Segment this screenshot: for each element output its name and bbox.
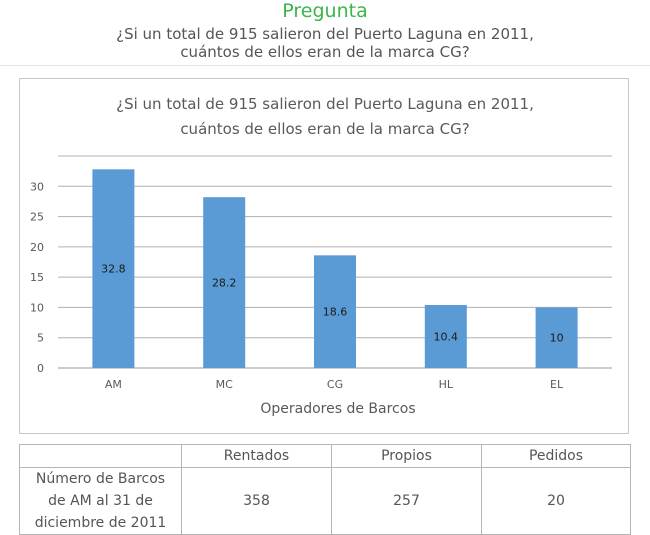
data-label: 32.8 (101, 263, 126, 276)
y-tick-label: 25 (30, 211, 44, 224)
y-tick-label: 0 (37, 362, 44, 375)
bar-el (535, 307, 578, 368)
y-tick-label: 20 (30, 241, 44, 254)
y-tick-label: 30 (30, 180, 44, 193)
bar-cg (314, 255, 356, 368)
question-text-line-2: cuántos de ellos eran de la marca CG? (180, 43, 470, 61)
data-label: 10.4 (434, 331, 459, 344)
header-divider (0, 65, 650, 66)
table-row-label: Número de Barcos de AM al 31 de diciembr… (19, 467, 182, 535)
chart-canvas: ¿Si un total de 915 salieron del Puerto … (30, 95, 612, 417)
y-tick-label: 15 (30, 271, 44, 284)
question-header: Pregunta ¿Si un total de 915 salieron de… (0, 0, 650, 64)
table-row: Número de Barcos de AM al 31 de diciembr… (19, 467, 631, 535)
x-tick-label: MC (216, 378, 233, 391)
table-header-row: Rentados Propios Pedidos (19, 444, 631, 468)
data-label: 10 (550, 332, 564, 345)
table-cell-rentados: 358 (181, 467, 332, 535)
table-cell-pedidos: 20 (481, 467, 631, 535)
table-header-rentados: Rentados (181, 444, 332, 468)
question-text-line-1: ¿Si un total de 915 salieron del Puerto … (116, 25, 534, 43)
x-tick-label: EL (550, 378, 564, 391)
data-label: 28.2 (212, 277, 237, 290)
row-label-line-2: de AM al 31 de (48, 493, 153, 509)
table-header-propios: Propios (331, 444, 482, 468)
x-axis-ticks: AM MC CG HL EL (105, 378, 564, 391)
chart-title-line-2: cuántos de ellos eran de la marca CG? (180, 120, 469, 138)
bar-hl (424, 305, 467, 368)
bar-chart: ¿Si un total de 915 salieron del Puerto … (19, 78, 629, 434)
y-axis-ticks: 0 5 10 15 20 25 30 (30, 180, 44, 375)
x-axis-label: Operadores de Barcos (260, 401, 415, 417)
table-header-empty (19, 444, 182, 468)
question-label: Pregunta (282, 0, 368, 22)
table-header-pedidos: Pedidos (481, 444, 631, 468)
chart-title-line-1: ¿Si un total de 915 salieron del Puerto … (116, 95, 534, 113)
row-label-line-1: Número de Barcos (35, 471, 166, 487)
bars: 32.8 28.2 18.6 10.4 10 (92, 169, 578, 368)
bar-mc (203, 197, 246, 368)
x-tick-label: HL (439, 378, 454, 391)
data-label: 18.6 (323, 306, 348, 319)
boats-table: Rentados Propios Pedidos Número de Barco… (19, 444, 631, 535)
table-cell-propios: 257 (331, 467, 482, 535)
y-tick-label: 10 (30, 301, 44, 314)
y-tick-label: 5 (37, 332, 44, 345)
row-label-line-3: diciembre de 2011 (34, 515, 167, 531)
x-tick-label: CG (327, 378, 343, 391)
x-tick-label: AM (105, 378, 122, 391)
bar-am (92, 169, 135, 368)
